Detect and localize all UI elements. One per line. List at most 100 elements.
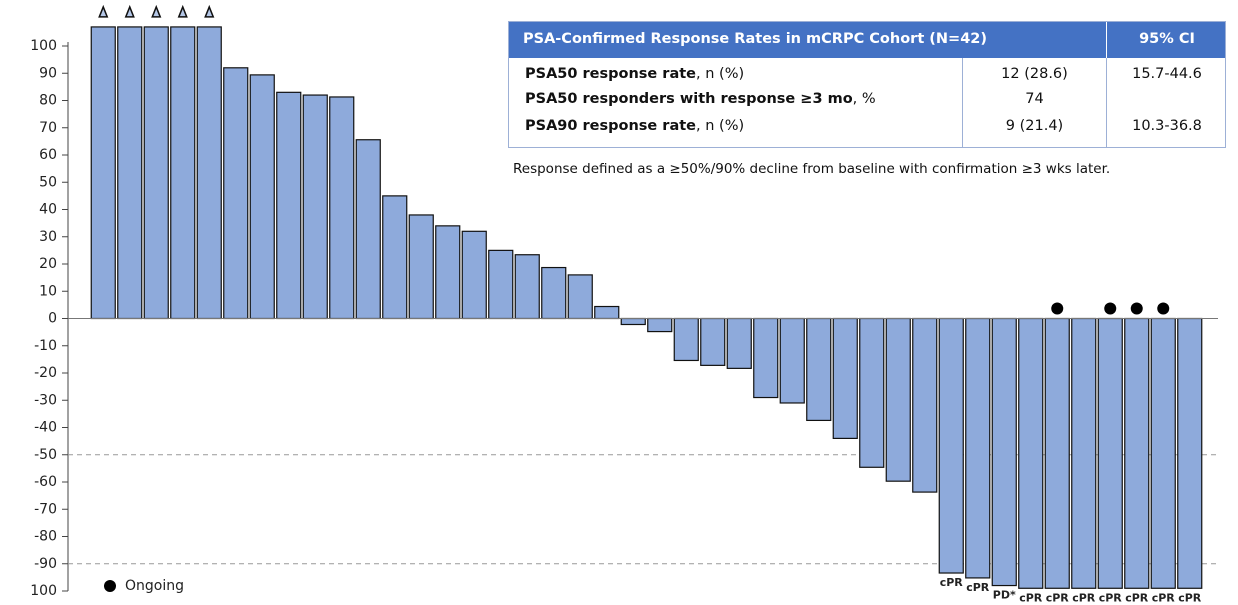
y-tick-label: -90 [34,556,57,572]
table-cell: 12 (28.6) [1001,66,1068,82]
bar [1071,317,1097,589]
header-divider [1106,22,1107,58]
legend-marker [104,580,116,592]
column-divider [1106,58,1107,147]
response-table: PSA-Confirmed Response Rates in mCRPC Co… [508,21,1226,148]
table-cell: , n (%) [696,118,745,134]
y-tick-label: -70 [34,501,57,517]
bar [143,26,169,320]
y-tick-label: 40 [39,202,57,218]
bar [408,214,434,320]
bar [1124,317,1150,589]
bar [779,317,805,404]
bar [726,317,752,369]
bar [249,74,275,320]
table-cell: 10.3-36.8 [1132,118,1202,134]
y-tick-label: -20 [34,365,57,381]
bar [1150,317,1176,589]
y-tick-label: -10 [34,338,57,354]
bar [753,317,779,399]
bar [991,317,1017,587]
bar [1044,317,1070,589]
row-label: PSA50 response rate, n (%) [525,66,744,82]
bar [541,266,567,320]
bar-label: cPR [1019,591,1043,604]
row-label: PSA50 responders with response ≥3 mo, % [525,91,876,107]
y-tick-label: -50 [34,447,57,463]
table-cell: 9 (21.4) [1005,118,1064,134]
table-cell: , % [852,91,876,107]
table-cell: , n (%) [696,66,745,82]
y-tick-label: 90 [39,65,57,81]
bar [276,91,302,320]
table-cell: 74 [1025,91,1044,107]
bar [885,317,911,482]
header-cell: 95% CI [1139,31,1195,47]
y-tick-label: 20 [39,256,57,272]
bar [647,317,673,333]
bar [329,96,355,320]
bar [514,254,540,320]
y-tick-label: -80 [34,529,57,545]
table-cell: 15.7-44.6 [1132,66,1202,82]
table-cell: PSA50 responders with response ≥3 mo [525,91,853,107]
bar [700,317,726,366]
y-tick-label: 30 [39,229,57,245]
y-tick-label: -30 [34,392,57,408]
column-divider [962,58,963,147]
bar [90,26,116,320]
bar [355,139,381,320]
ongoing-marker [1157,302,1170,315]
bar [912,317,938,493]
bar [1097,317,1123,589]
bar-label: cPR [966,581,990,594]
y-tick-label: 0 [48,311,57,327]
bar [196,26,222,320]
capped-marker [98,4,109,18]
capped-marker [177,4,188,18]
y-tick-label: 50 [39,174,57,190]
y-tick-label: -60 [34,474,57,490]
bar [594,305,620,320]
y-tick-label: 80 [39,93,57,109]
bar-label: cPR [1099,591,1123,604]
legend-label: Ongoing [125,578,184,594]
bar [223,67,249,320]
y-tick-label: 10 [39,283,57,299]
bar [938,317,964,574]
bar [117,26,143,320]
footnote: Response defined as a ≥50%/90% decline f… [513,161,1111,177]
capped-marker [124,4,135,18]
bar [1018,317,1044,589]
bar [620,317,646,326]
y-tick-label: 100 [30,583,57,599]
bar [567,274,593,320]
bar [1177,317,1203,589]
capped-marker [151,4,162,18]
bar [435,225,461,320]
y-tick-label: 100 [30,38,57,54]
y-tick-label: 70 [39,120,57,136]
bar [832,317,858,440]
bar-label: PD* [993,589,1016,602]
bar-label: cPR [940,576,964,589]
table-cell: PSA50 response rate [525,66,697,82]
ongoing-marker [1104,302,1117,315]
table-header: PSA-Confirmed Response Rates in mCRPC Co… [509,22,1225,58]
bar [488,249,514,320]
bar [382,195,408,320]
table-cell: PSA90 response rate [525,118,697,134]
bar-label: cPR [1152,591,1176,604]
bar-label: cPR [1072,591,1096,604]
bar [859,317,885,468]
y-tick-label: 60 [39,147,57,163]
capped-marker [204,4,215,18]
bar [170,26,196,320]
bar-label: cPR [1178,591,1202,604]
bar [965,317,991,579]
bar [461,230,487,320]
ongoing-marker [1130,302,1143,315]
bar-label: cPR [1125,591,1149,604]
